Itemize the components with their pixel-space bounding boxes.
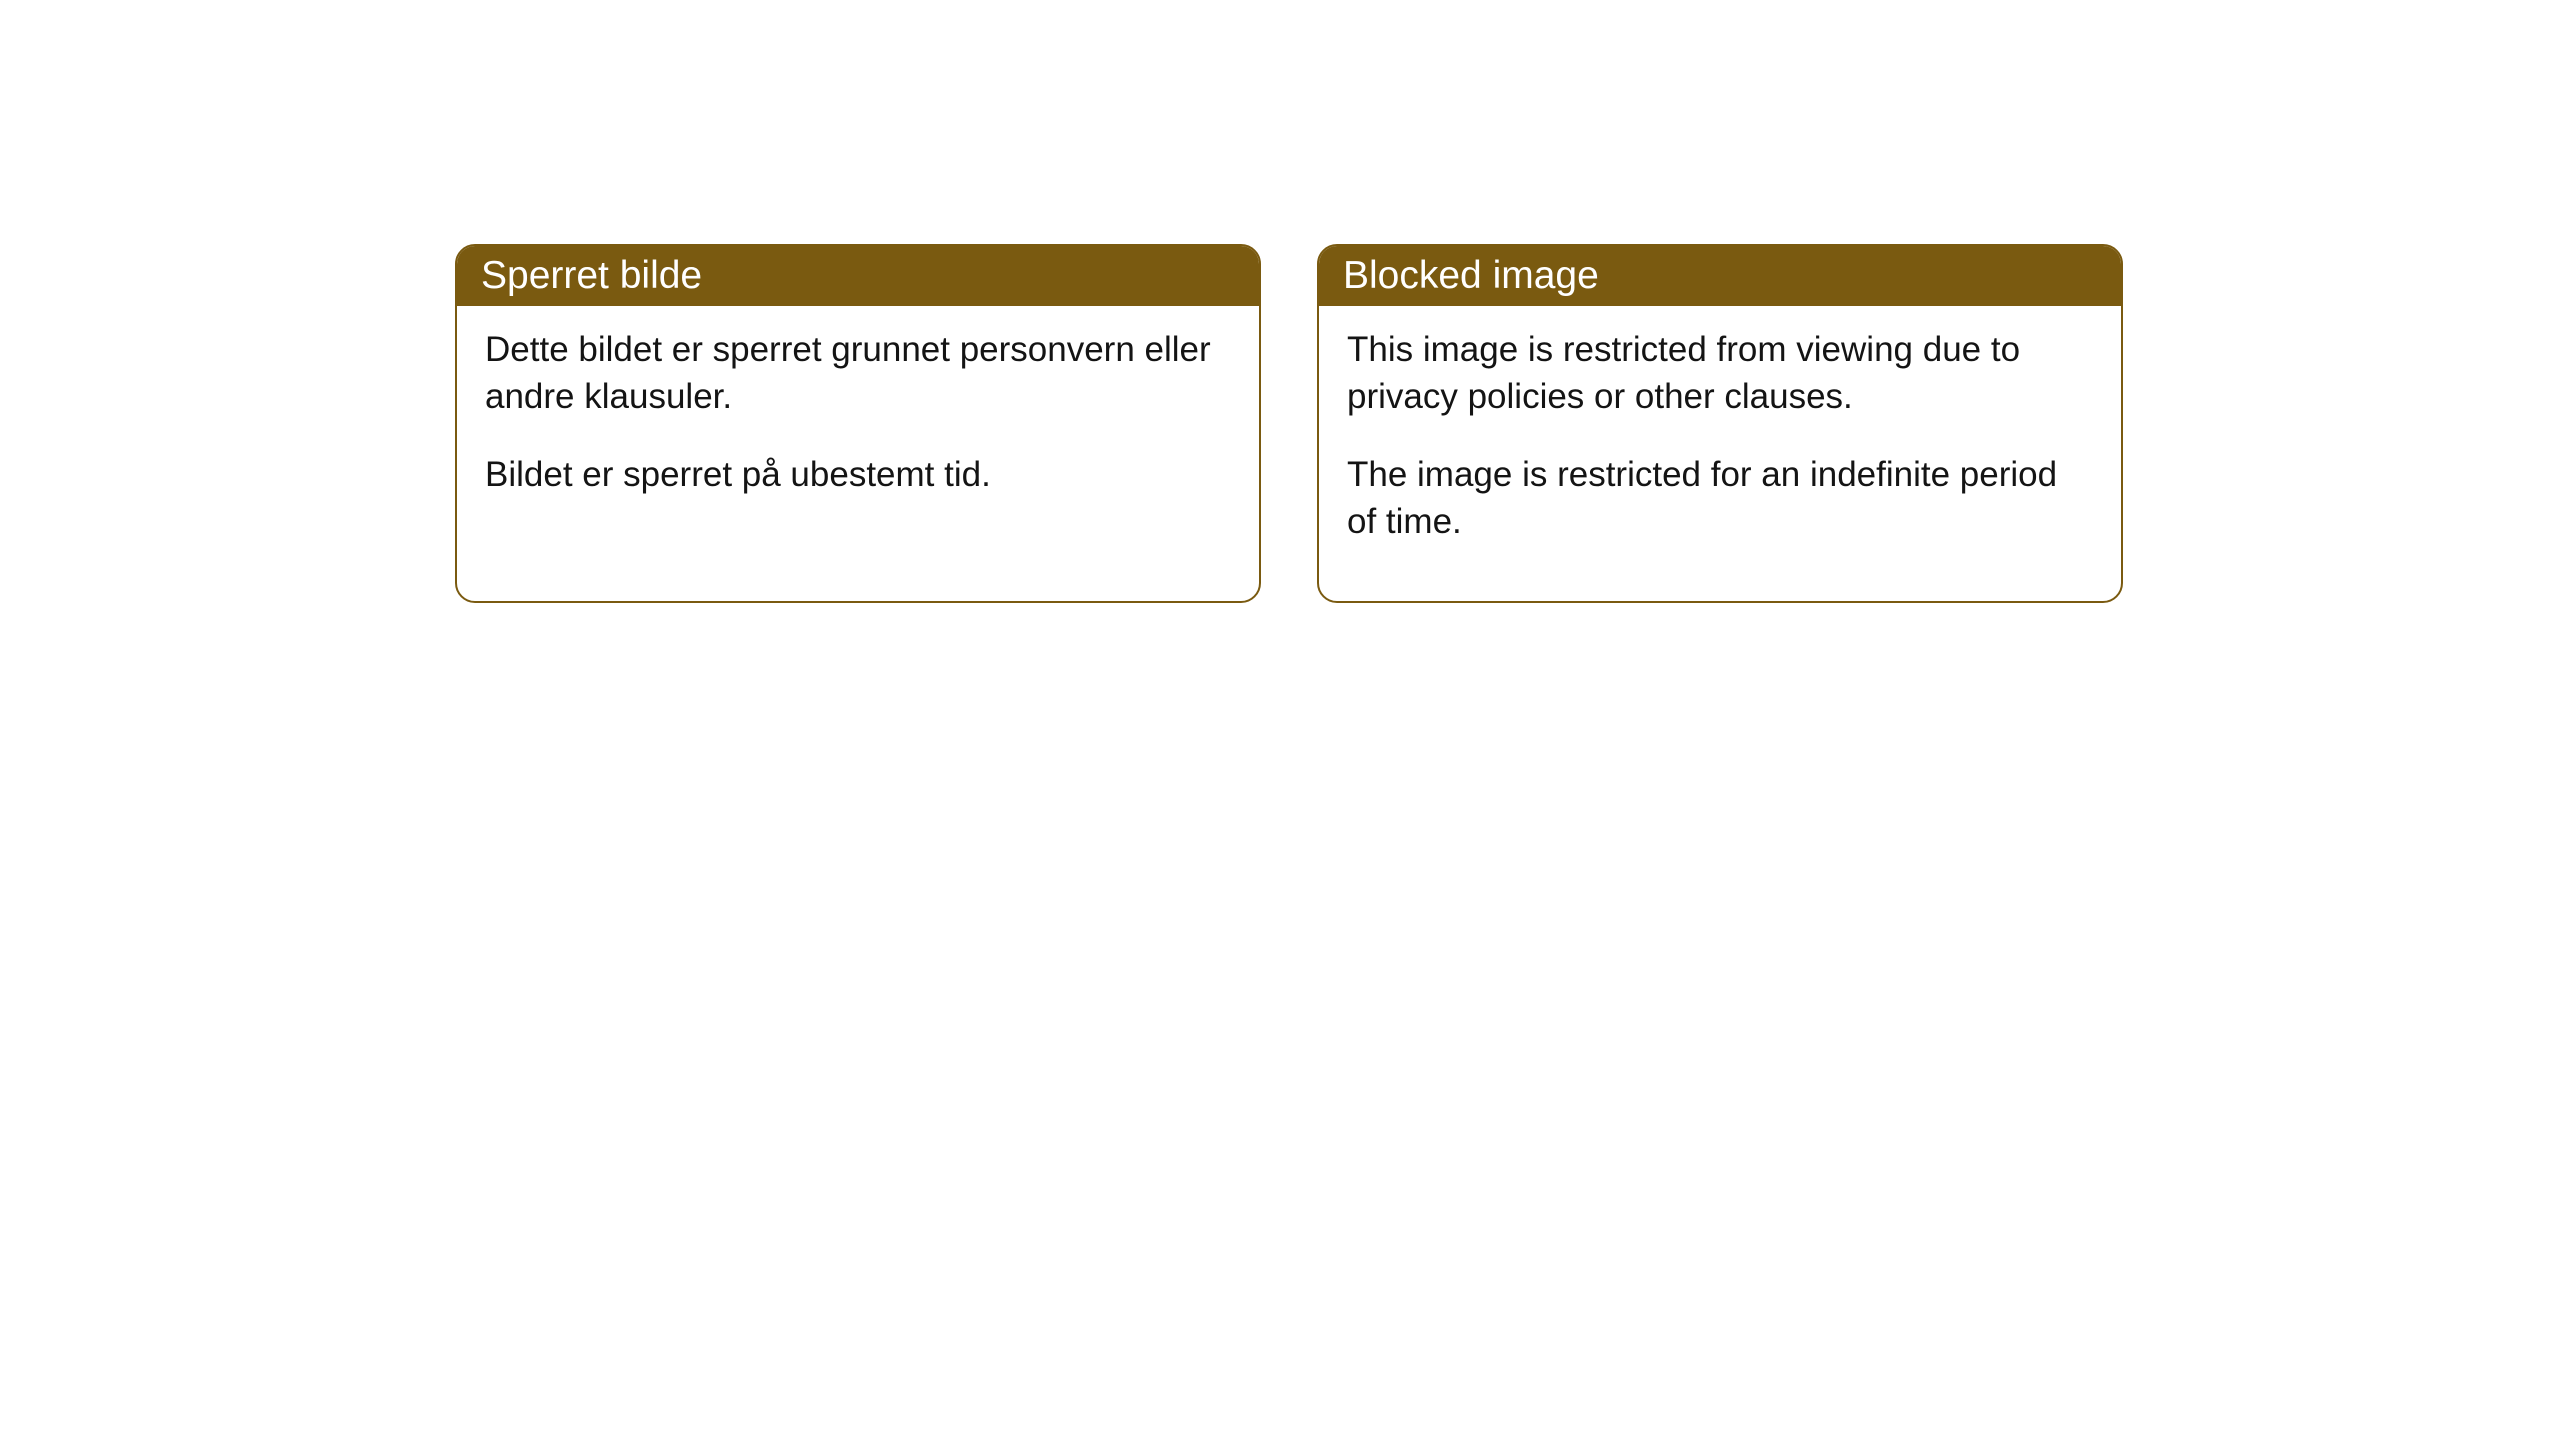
notice-title: Sperret bilde <box>481 254 702 297</box>
notice-header: Blocked image <box>1319 246 2121 306</box>
notice-body: Dette bildet er sperret grunnet personve… <box>457 306 1259 554</box>
notice-box-english: Blocked image This image is restricted f… <box>1317 244 2123 603</box>
notice-paragraph: Dette bildet er sperret grunnet personve… <box>485 326 1231 421</box>
notice-paragraph: This image is restricted from viewing du… <box>1347 326 2093 421</box>
notice-paragraph: Bildet er sperret på ubestemt tid. <box>485 451 1231 498</box>
notice-container: Sperret bilde Dette bildet er sperret gr… <box>0 0 2560 603</box>
notice-body: This image is restricted from viewing du… <box>1319 306 2121 601</box>
notice-paragraph: The image is restricted for an indefinit… <box>1347 451 2093 546</box>
notice-title: Blocked image <box>1343 254 1599 297</box>
notice-header: Sperret bilde <box>457 246 1259 306</box>
notice-box-norwegian: Sperret bilde Dette bildet er sperret gr… <box>455 244 1261 603</box>
